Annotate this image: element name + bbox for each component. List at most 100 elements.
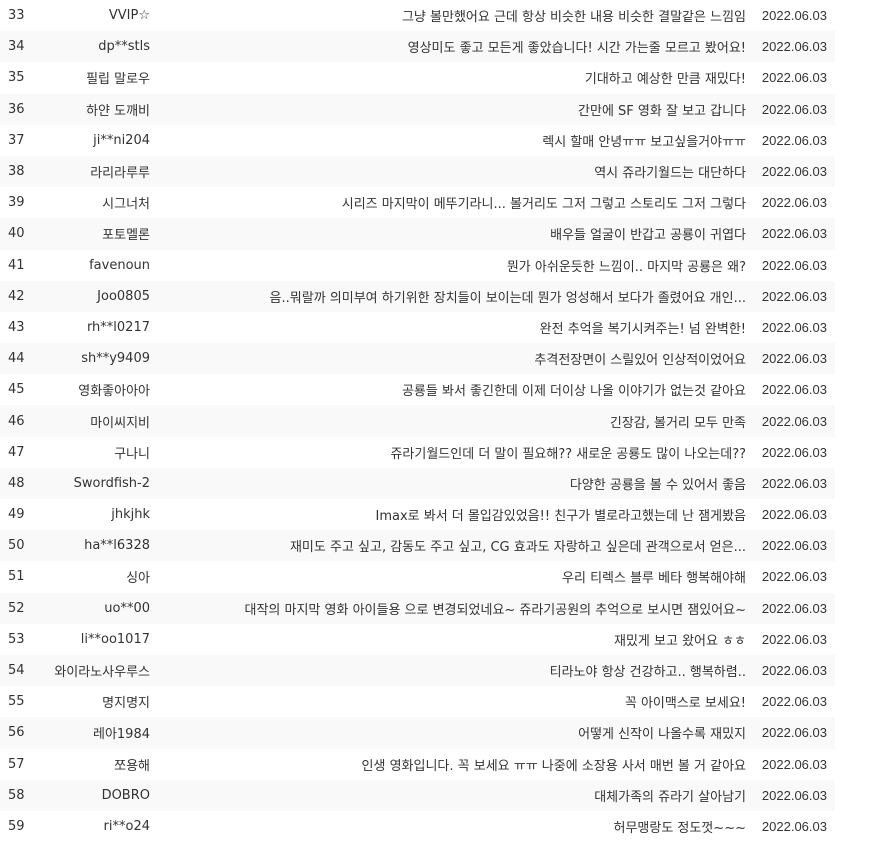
row-number: 41 (8, 257, 25, 273)
reviewer-name: 싱아 (126, 571, 150, 587)
reviewer-name: uo**00 (104, 600, 150, 616)
review-date: 2022.06.03 (761, 600, 827, 616)
reviewer-name: rh**l0217 (86, 319, 150, 335)
table-row: 40 포토멜론 배우들 얼굴이 반갑고 공룡이 귀엽다 2022.06.03 (0, 218, 835, 250)
row-number: 59 (8, 818, 25, 834)
review-comment: 음..뭐랄까 의미부여 하기위한 장치들이 보이는데 뭔가 엉성해서 보다가 졸… (269, 290, 746, 306)
table-row: 50 ha**l6328 재미도 주고 싶고, 감동도 주고 싶고, CG 효과도 … (0, 530, 835, 562)
table-row: 53 li**oo1017 재밌게 보고 왔어요 ㅎㅎ 2022.06.03 (0, 623, 835, 655)
table-row: 37 ji**ni204 렉시 할매 안녕ㅠㅠ 보고싶을거야ㅠㅠ 2022.06.03 (0, 124, 835, 156)
review-date: 2022.06.03 (761, 475, 827, 491)
reviewer-name: Joo0805 (97, 288, 150, 304)
review-comment: 재밌게 보고 왔어요 ㅎㅎ (614, 633, 746, 649)
review-date: 2022.06.03 (761, 288, 827, 304)
review-comment: 간만에 SF 영화 잘 보고 갑니다 (578, 103, 746, 119)
row-number: 51 (8, 569, 25, 585)
review-comment: 역시 쥬라기월드는 대단하다 (594, 166, 746, 182)
review-date: 2022.06.03 (761, 631, 827, 647)
reviewer-name: 명지명지 (102, 696, 150, 712)
review-comment: 티라노야 항상 건강하고.. 행복하렴.. (549, 665, 746, 681)
reviewer-name: 라리라루루 (90, 166, 150, 182)
review-date: 2022.06.03 (761, 70, 827, 86)
review-comment: 대체가족의 쥬라기 살아남기 (594, 789, 746, 805)
review-comment: 시리즈 마지막이 메뚜기라니... 볼거리도 그저 그렇고 스토리도 그저 그렇… (341, 197, 746, 213)
table-row: 41 favenoun 뭔가 아쉬운듯한 느낌이.. 마지막 공룡은 왜? 2022.… (0, 249, 835, 281)
review-date: 2022.06.03 (761, 694, 827, 710)
row-number: 55 (8, 694, 25, 710)
reviewer-name: sh**y9409 (81, 351, 150, 367)
row-number: 35 (8, 70, 25, 86)
reviewer-name: 영화좋아아아 (78, 384, 150, 400)
review-date: 2022.06.03 (761, 39, 827, 55)
review-comment: 렉시 할매 안녕ㅠㅠ 보고싶을거야ㅠㅠ (542, 134, 746, 150)
review-comment: 재미도 주고 싶고, 감동도 주고 싶고, CG 효과도 자랑하고 싶은데 관객… (289, 540, 746, 556)
review-comment: 쥬라기월드인데 더 말이 필요해?? 새로운 공룡도 많이 나오는데?? (390, 446, 746, 462)
reviewer-name: 포토멜론 (102, 228, 150, 244)
row-number: 36 (8, 101, 25, 117)
review-date: 2022.06.03 (761, 725, 827, 741)
review-date: 2022.06.03 (761, 351, 827, 367)
review-date: 2022.06.03 (761, 756, 827, 772)
review-comment: 완전 추억을 복기시켜주는! 넘 완벽한! (539, 321, 746, 337)
table-row: 49 jhkjhk Imax로 봐서 더 몰입감있었음!! 친구가 별로라고했는데 … (0, 499, 835, 531)
row-number: 54 (8, 663, 25, 679)
review-date: 2022.06.03 (761, 195, 827, 211)
review-date: 2022.06.03 (761, 818, 827, 834)
table-row: 54 와이라노사우루스 티라노야 항상 건강하고.. 행복하렴.. 2022.06.0… (0, 654, 835, 687)
reviewer-name: 와이라노사우루스 (54, 665, 150, 681)
reviewer-name: ha**l6328 (84, 538, 150, 554)
table-row: 42 Joo0805 음..뭐랄까 의미부여 하기위한 장치들이 보이는데 뭔가 엉… (0, 280, 835, 312)
table-row: 56 레아1984 어떻게 신작이 나올수록 재밌지 2022.06.03 (0, 717, 835, 749)
review-date: 2022.06.03 (761, 444, 827, 460)
reviewer-name: jhkjhk (111, 507, 150, 523)
review-comment: 뭔가 아쉬운듯한 느낌이.. 마지막 공룡은 왜? (506, 259, 746, 275)
review-comment: 인생 영화입니다. 꼭 보세요 ㅠㅠ 나중에 소장용 사서 매번 볼 거 같아요 (361, 758, 746, 774)
row-number: 40 (8, 226, 25, 242)
table-row: 55 명지명지 꼭 아이맥스로 보세요! 2022.06.03 (0, 686, 835, 718)
review-date: 2022.06.03 (761, 8, 827, 24)
review-comment: 어떻게 신작이 나올수록 재밌지 (578, 727, 746, 743)
row-number: 56 (8, 725, 25, 741)
review-comment: 긴장감, 볼거리 모두 만족 (609, 415, 746, 431)
table-row: 47 구나니 쥬라기월드인데 더 말이 필요해?? 새로운 공룡도 많이 나오는데?… (0, 436, 835, 468)
row-number: 50 (8, 538, 25, 554)
reviewer-name: 시그너처 (102, 197, 150, 213)
reviewer-name: 레아1984 (92, 727, 150, 743)
review-date: 2022.06.03 (761, 257, 827, 273)
row-number: 42 (8, 288, 25, 304)
table-row: 51 싱아 우리 티렉스 블루 베타 행복해야해 2022.06.03 (0, 561, 835, 593)
row-number: 45 (8, 382, 25, 398)
row-number: 34 (8, 39, 25, 55)
row-number: 52 (8, 600, 25, 616)
review-comment: Imax로 봐서 더 몰입감있었음!! 친구가 별로라고했는데 난 잼게봤음 (375, 509, 746, 525)
row-number: 46 (8, 413, 25, 429)
review-comment: 그냥 볼만했어요 근데 항상 비슷한 내용 비슷한 결말같은 느낌임 (401, 10, 746, 26)
review-table: 33 VVIP☆ 그냥 볼만했어요 근데 항상 비슷한 내용 비슷한 결말같은 느낌… (0, 8, 835, 836)
reviewer-name: 쪼용해 (114, 758, 150, 774)
reviewer-name: ji**ni204 (93, 132, 150, 148)
reviewer-name: Swordfish-2 (73, 475, 150, 491)
review-date: 2022.06.03 (761, 319, 827, 335)
row-number: 58 (8, 787, 25, 803)
review-date: 2022.06.03 (761, 787, 827, 803)
row-number: 44 (8, 351, 25, 367)
review-comment: 우리 티렉스 블루 베타 행복해야해 (562, 571, 746, 587)
review-date: 2022.06.03 (761, 538, 827, 554)
table-row: 38 라리라루루 역시 쥬라기월드는 대단하다 2022.06.03 (0, 155, 835, 188)
row-number: 53 (8, 631, 25, 647)
table-row: 34 dp**stls 영상미도 좋고 모든게 좋았습니다! 시간 가는줄 모르고 … (0, 31, 835, 63)
review-comment: 추격전장면이 스릴있어 인상적이었어요 (534, 353, 746, 369)
table-row: 45 영화좋아아아 공룡들 봐서 좋긴한데 이제 더이상 나올 이야기가 없는것 같… (0, 374, 835, 406)
row-number: 39 (8, 195, 25, 211)
row-number: 33 (8, 8, 25, 24)
review-date: 2022.06.03 (761, 132, 827, 148)
review-date: 2022.06.03 (761, 382, 827, 398)
review-date: 2022.06.03 (761, 507, 827, 523)
row-number: 57 (8, 756, 25, 772)
reviewer-name: VVIP☆ (108, 8, 150, 24)
review-comment: 배우들 얼굴이 반갑고 공룡이 귀엽다 (550, 228, 746, 244)
review-date: 2022.06.03 (761, 663, 827, 679)
reviewer-name: DOBRO (101, 787, 150, 803)
reviewer-name: 하얀 도깨비 (86, 103, 150, 119)
review-date: 2022.06.03 (761, 164, 827, 180)
